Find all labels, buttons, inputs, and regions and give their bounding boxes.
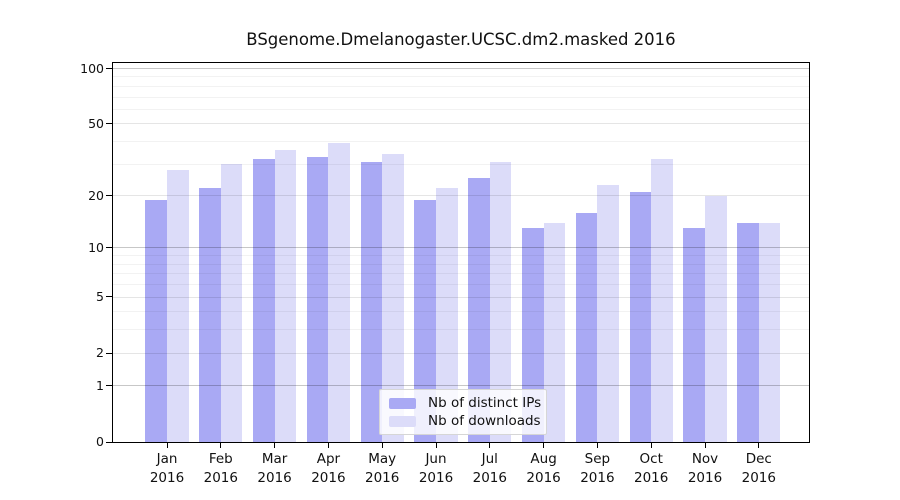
- y-tick-label-5: 5: [96, 288, 104, 304]
- bar-sep-downloads: [597, 184, 619, 442]
- legend-label-distinct-ips: Nb of distinct IPs: [428, 395, 542, 411]
- bar-mar-distinct-ips: [253, 159, 275, 442]
- x-tick-label-apr: Apr 2016: [311, 451, 346, 486]
- bar-jun-downloads: [436, 188, 458, 442]
- bar-aug-distinct-ips: [522, 228, 544, 442]
- x-tick-label-dec: Dec 2016: [741, 451, 776, 486]
- bar-dec-distinct-ips: [737, 222, 759, 442]
- bar-apr-distinct-ips: [306, 156, 329, 442]
- legend: Nb of distinct IPs Nb of downloads: [379, 389, 547, 435]
- bar-may-downloads: [382, 154, 404, 442]
- y-tick-label-100: 100: [80, 60, 104, 76]
- bar-dec-downloads: [758, 222, 781, 442]
- legend-swatch-distinct-ips: [389, 397, 416, 409]
- x-tick-mar: [274, 443, 276, 448]
- y-tick-10: [106, 247, 112, 249]
- y-tick-5: [106, 296, 112, 298]
- x-tick-label-nov: Nov 2016: [687, 451, 723, 486]
- plot-area: Nb of distinct IPs Nb of downloads: [112, 62, 810, 443]
- bar-mar-downloads: [274, 149, 297, 442]
- x-tick-label-oct: Oct 2016: [634, 451, 669, 486]
- bar-nov-downloads: [705, 195, 727, 442]
- legend-item-downloads: Nb of downloads: [389, 413, 541, 429]
- bars-layer: [113, 63, 809, 442]
- bar-feb-distinct-ips: [199, 188, 221, 442]
- x-tick-nov: [704, 443, 706, 448]
- x-tick-may: [381, 443, 383, 448]
- x-tick-label-may: May 2016: [365, 451, 400, 486]
- legend-label-downloads: Nb of downloads: [428, 413, 541, 429]
- y-tick-label-2: 2: [96, 345, 104, 361]
- x-tick-jun: [435, 443, 437, 448]
- y-tick-20: [106, 195, 112, 197]
- x-tick-jul: [489, 443, 491, 448]
- y-tick-100: [106, 68, 112, 69]
- bar-jul-distinct-ips: [468, 178, 490, 442]
- bar-feb-downloads: [220, 164, 243, 442]
- y-tick-0: [106, 441, 112, 443]
- y-tick-label-50: 50: [88, 115, 104, 131]
- legend-swatch-downloads: [389, 415, 416, 427]
- bar-jul-downloads: [489, 161, 512, 442]
- x-tick-label-feb: Feb 2016: [203, 451, 238, 486]
- y-tick-1: [106, 385, 112, 387]
- x-tick-label-jan: Jan 2016: [149, 451, 185, 486]
- x-tick-label-mar: Mar 2016: [257, 451, 292, 486]
- x-tick-label-sep: Sep 2016: [580, 451, 615, 486]
- x-tick-feb: [220, 443, 222, 448]
- bar-jun-distinct-ips: [414, 199, 436, 442]
- x-tick-label-jul: Jul 2016: [472, 451, 507, 486]
- bar-nov-distinct-ips: [683, 228, 705, 442]
- y-tick-2: [106, 352, 112, 354]
- x-tick-dec: [758, 443, 760, 448]
- bar-jan-downloads: [167, 169, 189, 442]
- bar-oct-downloads: [651, 159, 673, 442]
- y-tick-label-20: 20: [88, 187, 104, 203]
- x-tick-aug: [543, 443, 545, 448]
- bar-aug-downloads: [543, 222, 566, 442]
- bar-apr-downloads: [328, 143, 350, 442]
- x-tick-oct: [650, 443, 652, 448]
- chart-title: BSgenome.Dmelanogaster.UCSC.dm2.masked 2…: [246, 30, 676, 49]
- y-tick-label-10: 10: [88, 239, 104, 255]
- y-tick-50: [106, 123, 112, 125]
- x-tick-sep: [596, 443, 598, 448]
- bar-may-distinct-ips: [360, 161, 383, 442]
- legend-item-distinct-ips: Nb of distinct IPs: [389, 395, 541, 411]
- bar-sep-distinct-ips: [575, 212, 598, 442]
- y-tick-label-0: 0: [96, 434, 104, 449]
- bar-oct-distinct-ips: [629, 191, 652, 442]
- x-tick-label-aug: Aug 2016: [526, 451, 561, 486]
- x-tick-apr: [327, 443, 329, 448]
- x-tick-jan: [166, 443, 168, 448]
- y-tick-label-1: 1: [96, 377, 104, 393]
- x-tick-label-jun: Jun 2016: [418, 451, 454, 486]
- bar-jan-distinct-ips: [145, 199, 167, 442]
